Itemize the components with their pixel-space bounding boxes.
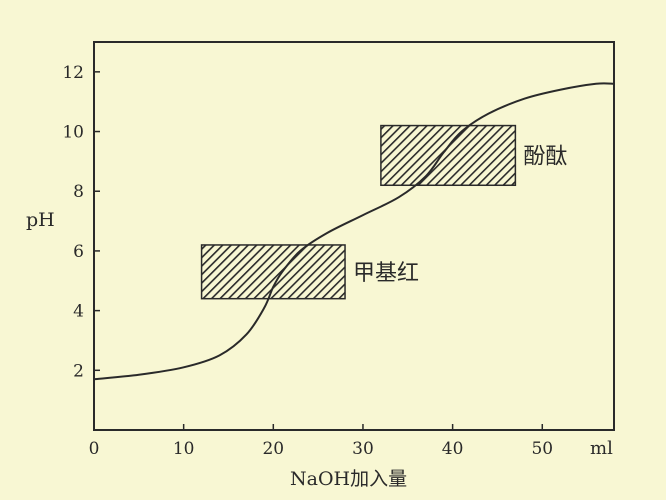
x-tick-label: 40: [442, 439, 464, 459]
x-tick-label: 30: [352, 439, 374, 459]
indicator-label: 甲基红: [353, 261, 419, 286]
y-tick-label: 6: [73, 242, 84, 262]
y-tick-label: 8: [73, 182, 84, 202]
y-tick-label: 4: [73, 302, 84, 322]
x-tick-label: 10: [173, 439, 195, 459]
titration-curve-line: [93, 82, 615, 381]
indicator-range-box: [380, 124, 517, 187]
y-tick-label: 10: [62, 123, 84, 143]
x-tick-label: 50: [531, 439, 553, 459]
x-tick-label: 20: [262, 439, 284, 459]
x-axis-label: NaOH加入量: [290, 468, 407, 490]
y-tick-label: 2: [73, 361, 84, 381]
y-axis-label: pH: [26, 209, 55, 231]
indicator-label: 酚酞: [523, 144, 567, 169]
indicator-range-box: [200, 244, 346, 300]
y-tick-label: 12: [62, 63, 84, 83]
x-tick-label: 0: [89, 439, 100, 459]
plot-frame: [93, 41, 615, 431]
x-axis-unit: ml: [590, 438, 613, 459]
